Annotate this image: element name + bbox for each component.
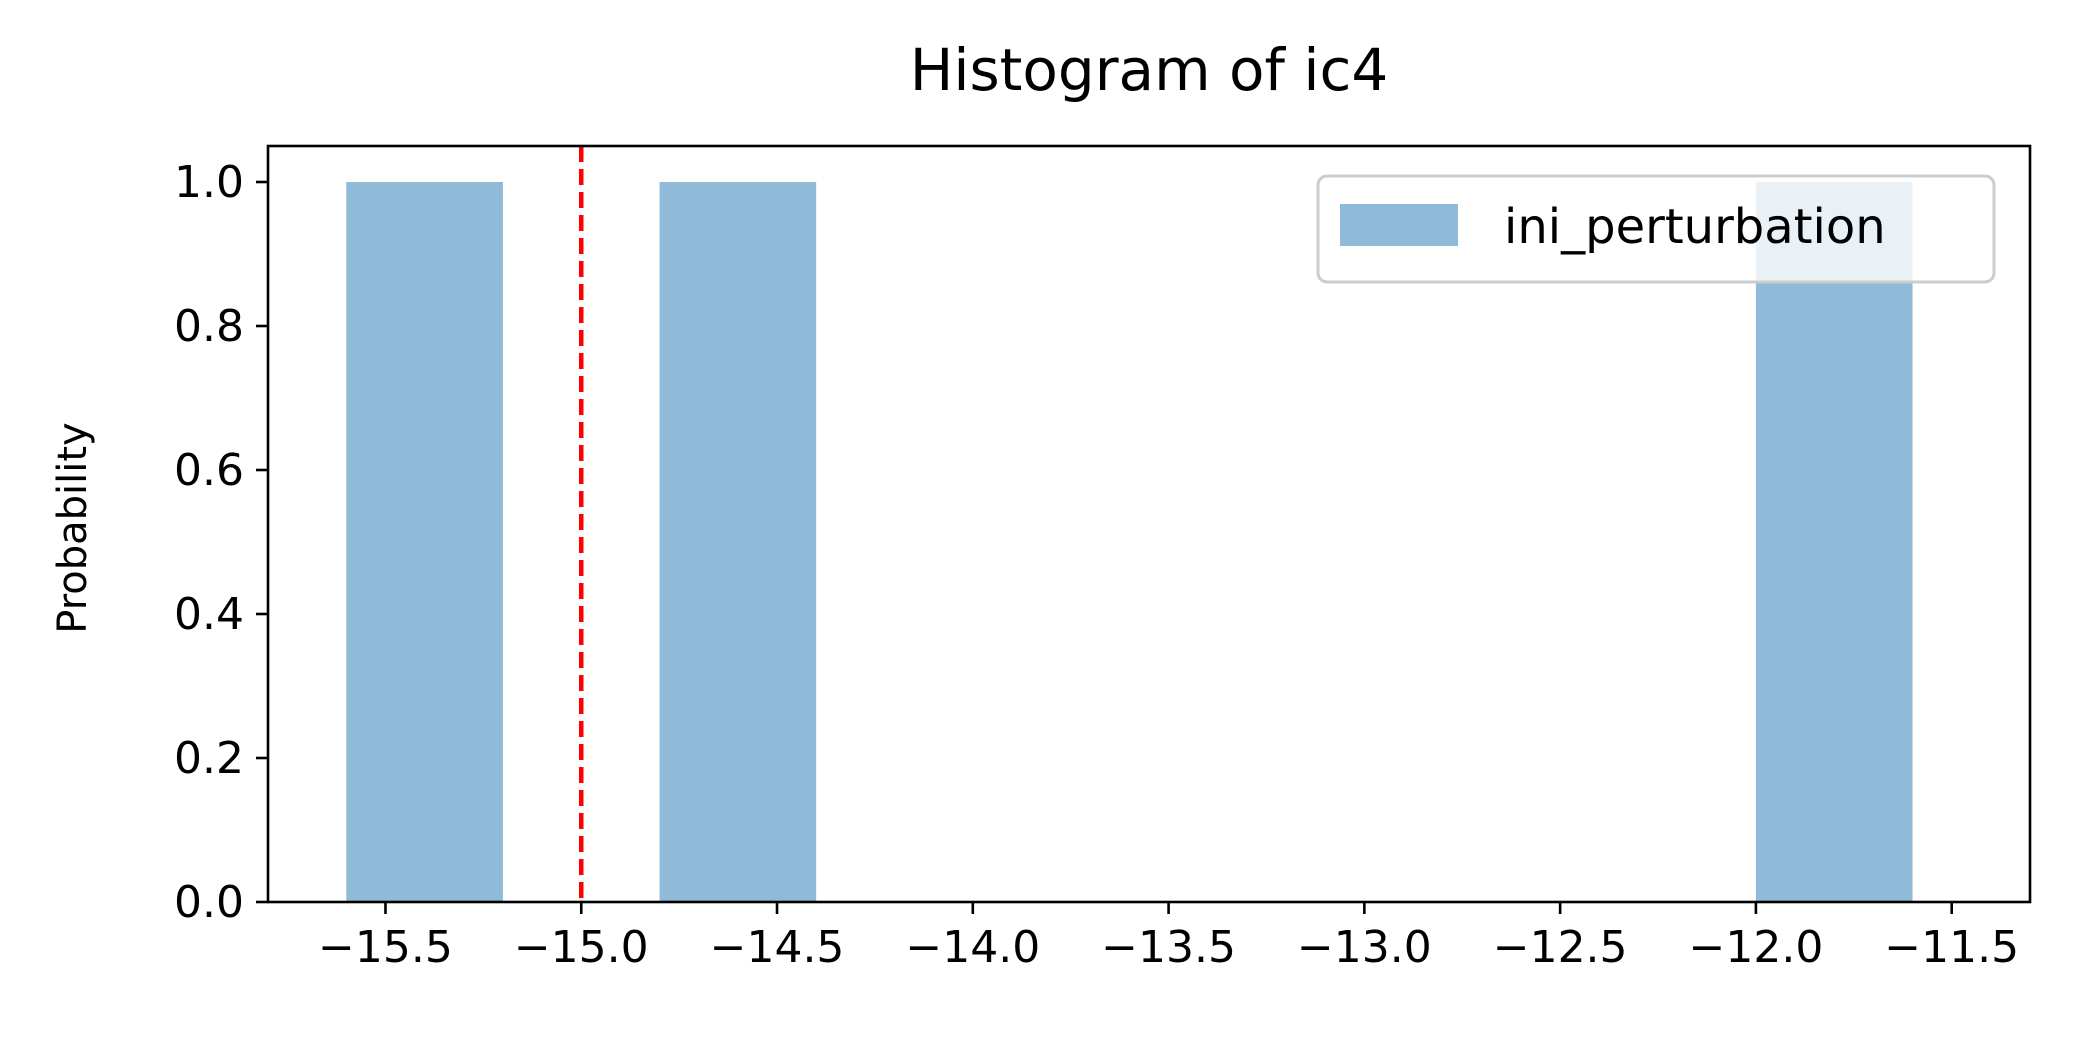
axes-layer: −15.5 −15.0 −14.5 −14.0 −13.5 −13.0 −12.5 −12.0… [174, 144, 2032, 973]
x-tick-label: −13.5 [1101, 922, 1236, 973]
chart-title: Histogram of ic4 [910, 36, 1389, 104]
histogram-bar [659, 182, 817, 902]
x-tick-label: −15.0 [514, 922, 649, 973]
x-tick-label: −14.0 [905, 922, 1040, 973]
y-tick-label: 0.0 [174, 877, 244, 928]
y-axis-label: Probability [50, 422, 96, 633]
x-tick-label: −13.0 [1297, 922, 1432, 973]
y-tick-label: 0.2 [174, 733, 244, 784]
legend-box [1316, 174, 1996, 284]
x-tick-label: −15.5 [318, 922, 453, 973]
y-tick-label: 0.6 [174, 445, 244, 496]
legend-label: ini_perturbation [1504, 199, 1886, 255]
x-tick-label: −14.5 [710, 922, 845, 973]
y-tick-label: 0.4 [174, 589, 244, 640]
bars-layer [346, 182, 1913, 902]
y-tick-label: 1.0 [174, 157, 244, 208]
x-tick-label: −11.5 [1884, 922, 2019, 973]
legend-swatch [1340, 204, 1458, 246]
x-tick-label: −12.0 [1688, 922, 1823, 973]
plot-frame [266, 144, 2032, 904]
x-tick-label: −12.5 [1493, 922, 1628, 973]
histogram-bar [346, 182, 503, 902]
legend: ini_perturbation [1316, 174, 1996, 284]
y-tick-label: 0.8 [174, 301, 244, 352]
histogram-bar [1755, 182, 1913, 902]
